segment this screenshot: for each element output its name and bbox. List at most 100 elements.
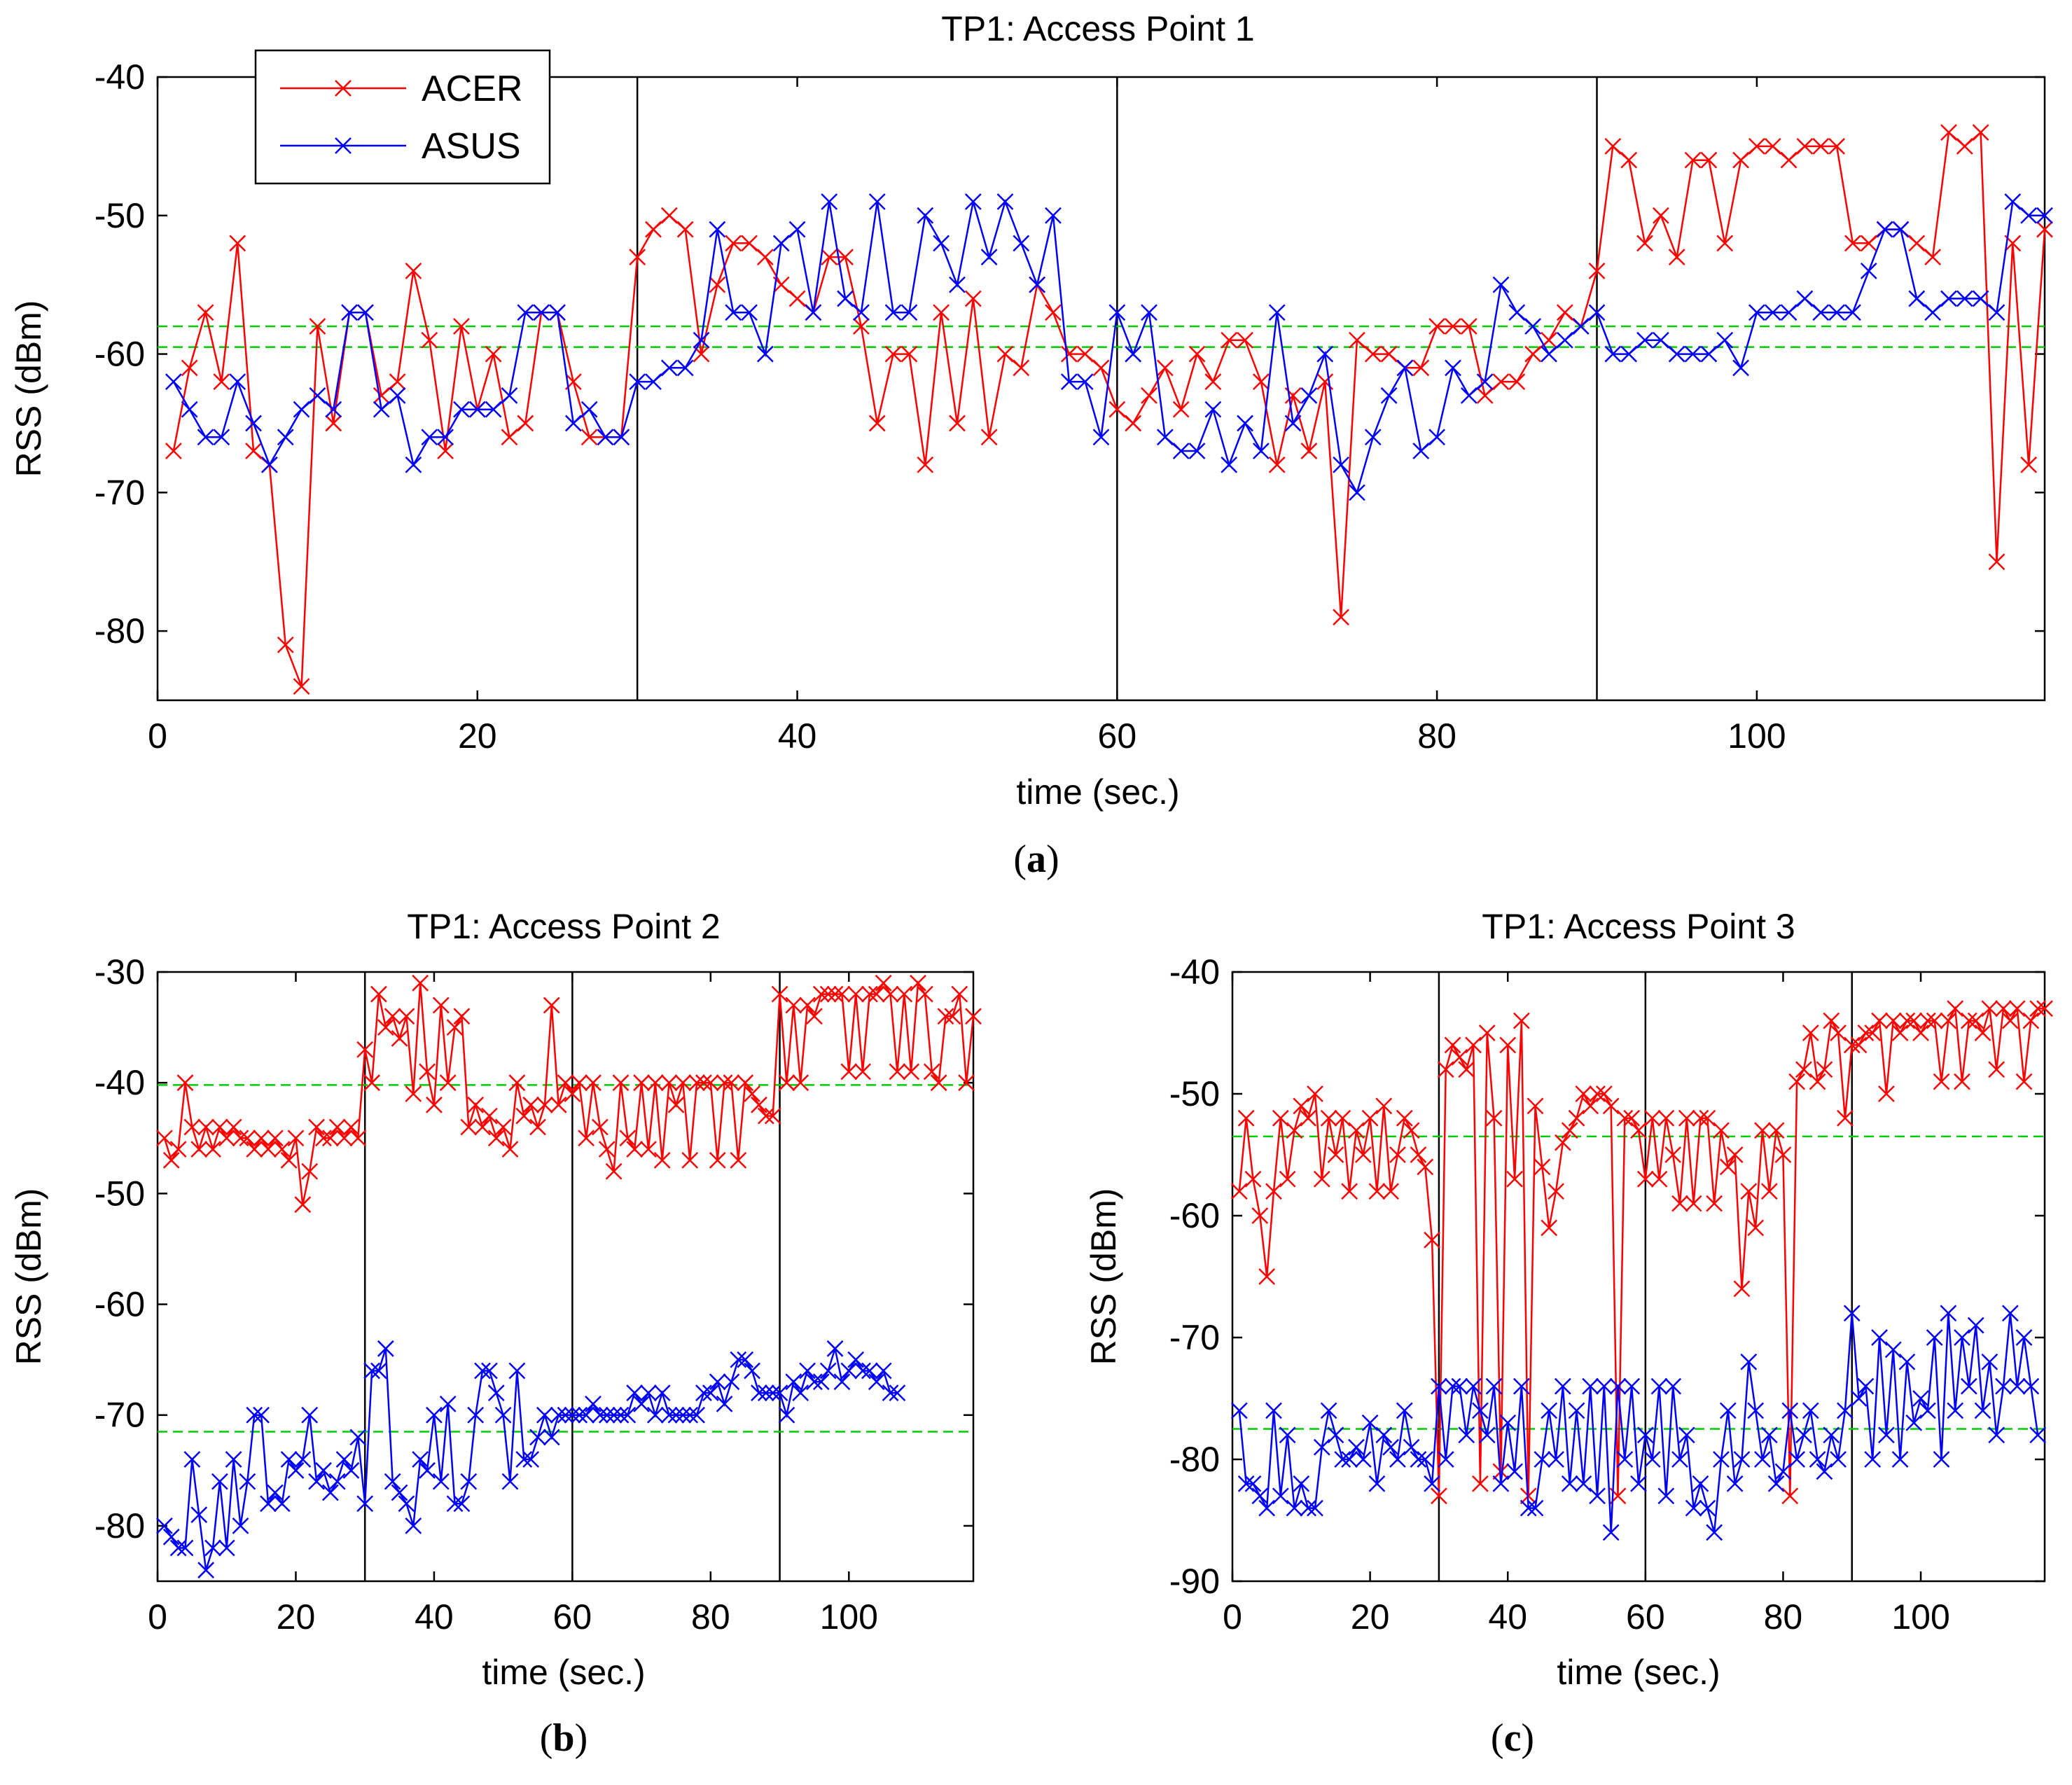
data-point <box>564 1085 581 1102</box>
data-point <box>1747 1402 1765 1419</box>
data-point <box>460 1473 478 1490</box>
data-point <box>785 1373 802 1391</box>
data-point <box>1609 1377 1627 1395</box>
x-tick-label: 80 <box>1417 716 1456 756</box>
data-point <box>421 331 438 349</box>
data-point <box>1092 429 1110 446</box>
x-tick-label: 0 <box>148 1597 167 1637</box>
data-point <box>1286 1499 1303 1517</box>
data-point <box>377 1019 394 1036</box>
data-point <box>1361 1109 1379 1127</box>
data-point <box>2008 1377 2026 1395</box>
data-point <box>1417 1158 1434 1176</box>
data-point <box>432 996 450 1014</box>
data-point <box>751 1096 767 1113</box>
data-point <box>321 1484 339 1501</box>
series-line <box>172 199 2045 495</box>
data-point <box>405 263 422 279</box>
data-point <box>1230 1402 1248 1419</box>
data-point <box>1141 387 1157 404</box>
data-point <box>585 1074 602 1092</box>
data-point <box>1878 1085 1895 1102</box>
x-tick-label: 20 <box>1351 1597 1390 1637</box>
data-point <box>833 1373 851 1391</box>
data-point <box>1668 249 1685 265</box>
data-point <box>1368 1475 1386 1492</box>
data-point <box>996 193 1014 210</box>
data-point <box>1657 1109 1675 1127</box>
data-point <box>1361 1414 1379 1431</box>
data-point <box>273 1141 291 1158</box>
data-point <box>357 304 374 321</box>
data-point <box>1428 429 1446 446</box>
y-tick-label: -30 <box>95 952 145 992</box>
y-axis-label: RSS (dBm) <box>9 1188 48 1366</box>
data-point <box>1774 1146 1792 1163</box>
data-point <box>1588 304 1606 321</box>
data-point <box>1678 1109 1695 1127</box>
data-point <box>1410 1451 1427 1468</box>
chart-title: TP1: Access Point 2 <box>407 907 720 946</box>
data-point <box>1076 345 1094 363</box>
data-point <box>1589 1085 1606 1102</box>
data-point <box>301 1162 319 1180</box>
data-point <box>1995 1000 2012 1017</box>
data-point <box>1499 1414 1517 1431</box>
data-point <box>1748 304 1765 321</box>
data-point <box>1795 1426 1812 1444</box>
data-point <box>384 1473 401 1490</box>
data-point <box>1719 1158 1737 1176</box>
data-point <box>1809 1073 1826 1090</box>
data-point <box>1754 1451 1771 1468</box>
data-point <box>1623 1109 1641 1127</box>
data-point <box>453 1495 471 1513</box>
data-point <box>536 1096 553 1113</box>
data-point <box>1843 1036 1861 1054</box>
data-point <box>1713 1122 1730 1139</box>
data-point <box>287 1130 305 1147</box>
data-point <box>1940 124 1957 141</box>
data-point <box>1796 138 1814 155</box>
data-point <box>1348 1438 1365 1456</box>
data-point <box>1972 124 1989 141</box>
data-point <box>1919 1402 1936 1419</box>
data-point <box>778 1406 795 1424</box>
data-point <box>460 1118 478 1136</box>
data-point <box>1780 304 1798 321</box>
y-tick-label: -40 <box>95 1063 145 1102</box>
data-point <box>197 1118 214 1136</box>
data-point <box>549 304 566 321</box>
data-point <box>1556 304 1573 321</box>
data-point <box>2020 207 2038 224</box>
data-point <box>1812 304 1830 321</box>
data-point <box>1602 1524 1620 1541</box>
chart-panel-2: 0 20 40 60 80 100 -80 -70 -60 -50 -40 -30 TP1: Acces… <box>9 907 982 1760</box>
chart-title: TP1: Access Point 3 <box>1482 907 1795 946</box>
data-point <box>1981 1353 1998 1370</box>
data-point <box>653 1384 671 1401</box>
data-point <box>799 996 816 1014</box>
data-point <box>1636 235 1653 252</box>
data-point <box>543 996 560 1014</box>
data-point <box>1125 345 1142 363</box>
data-point <box>1919 1012 1936 1029</box>
data-point <box>1967 1012 1984 1029</box>
data-point <box>301 1406 319 1424</box>
data-point <box>923 1063 940 1081</box>
data-point <box>1445 318 1461 335</box>
data-point <box>944 1008 961 1025</box>
data-point <box>197 304 214 321</box>
data-point <box>245 443 262 459</box>
data-point <box>1780 151 1798 169</box>
data-point <box>788 290 806 307</box>
data-point <box>821 193 838 210</box>
data-point <box>812 1373 830 1391</box>
data-point <box>964 193 982 210</box>
data-point <box>1692 1475 1709 1492</box>
data-point <box>246 1141 263 1158</box>
data-point <box>412 974 429 992</box>
data-point <box>1499 1036 1517 1054</box>
data-point <box>1527 1499 1544 1517</box>
data-point <box>1334 1451 1351 1468</box>
y-tick-label: -70 <box>95 1396 145 1435</box>
